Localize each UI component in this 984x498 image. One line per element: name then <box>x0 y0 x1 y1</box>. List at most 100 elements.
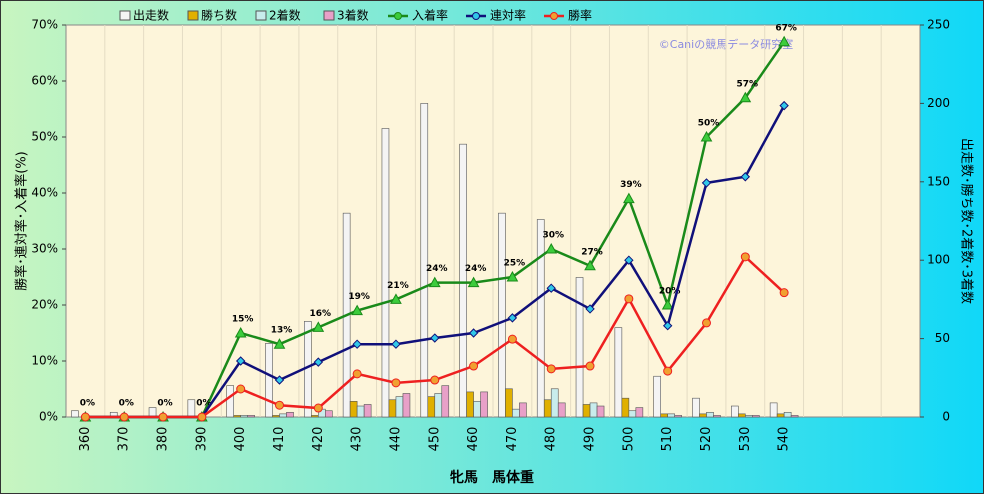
legend-marker <box>550 12 558 20</box>
x-tick-label: 510 <box>660 427 675 452</box>
x-tick-label: 400 <box>233 427 248 452</box>
bar <box>790 415 799 418</box>
marker <box>661 298 674 310</box>
y2-tick-label: 150 <box>927 174 950 188</box>
y-tick-label: 60% <box>31 74 58 88</box>
x-tick-label: 470 <box>505 427 520 452</box>
bar <box>434 393 443 418</box>
x-tick-label: 460 <box>466 427 481 452</box>
marker <box>662 321 673 331</box>
data-label: 19% <box>348 292 370 302</box>
data-label: 15% <box>232 315 254 325</box>
x-axis-title: 牝馬 馬体重 <box>450 469 534 486</box>
bar <box>395 396 404 418</box>
data-label: 50% <box>698 119 720 129</box>
bar <box>363 404 372 418</box>
marker <box>740 252 750 262</box>
bar <box>783 411 792 418</box>
legend-label: 入着率 <box>412 8 448 23</box>
marker <box>352 369 362 379</box>
marker <box>275 400 284 410</box>
bar <box>519 402 527 418</box>
data-label: 30% <box>542 231 564 241</box>
y-tick-label: 50% <box>31 130 58 144</box>
bar <box>505 388 513 418</box>
bar <box>536 219 545 418</box>
bar <box>388 399 397 418</box>
bar <box>699 413 707 418</box>
bar <box>272 415 280 418</box>
bar <box>543 399 552 418</box>
x-tick-label: 430 <box>350 427 365 452</box>
bar <box>674 415 682 418</box>
y2-tick-label: 50 <box>935 331 950 345</box>
x-tick-label: 360 <box>78 427 93 452</box>
marker <box>391 378 401 388</box>
marker <box>585 304 595 314</box>
bar <box>187 399 196 418</box>
marker <box>430 333 440 343</box>
marker <box>623 192 635 204</box>
legend-label: 3着数 <box>337 8 369 23</box>
y2-tick-label: 0 <box>942 410 950 424</box>
marker <box>468 328 479 338</box>
marker <box>352 339 362 349</box>
bar <box>692 397 700 418</box>
marker <box>158 412 168 422</box>
marker <box>119 412 129 422</box>
data-label: 0% <box>196 399 211 409</box>
marker <box>390 293 402 304</box>
marker <box>584 259 596 271</box>
legend-marker <box>394 12 402 20</box>
y2-axis-title: 出走数･勝ち数･2着数･3着数 <box>959 138 975 304</box>
bar <box>420 103 429 418</box>
marker <box>351 304 363 316</box>
marker <box>467 276 480 288</box>
bar <box>148 407 157 418</box>
bar <box>738 413 746 418</box>
x-tick-label: 540 <box>777 427 792 452</box>
bar <box>667 413 675 418</box>
marker <box>545 242 558 254</box>
bar <box>459 143 467 418</box>
marker <box>701 178 712 188</box>
data-label: 0% <box>157 399 172 409</box>
marker <box>430 375 440 385</box>
data-label: 0% <box>119 399 134 409</box>
x-tick-label: 520 <box>699 427 714 452</box>
x-tick-label: 500 <box>621 427 636 452</box>
marker <box>313 403 323 413</box>
x-tick-label: 420 <box>311 427 326 452</box>
marker <box>197 412 207 422</box>
marker <box>313 357 324 367</box>
marker <box>506 270 519 282</box>
y-tick-label: 40% <box>31 186 58 200</box>
y-tick-label: 0% <box>39 410 58 424</box>
marker <box>391 339 401 349</box>
x-tick-label: 450 <box>427 427 442 452</box>
x-tick-label: 370 <box>117 427 132 452</box>
bar <box>745 415 753 418</box>
marker <box>779 100 789 111</box>
bar <box>752 415 760 418</box>
legend-label: 出走数 <box>133 8 169 23</box>
bar <box>356 405 365 418</box>
bar <box>402 393 411 418</box>
bar <box>706 411 714 418</box>
legend-swatch <box>255 10 267 21</box>
bar <box>628 410 637 418</box>
bar <box>286 411 294 418</box>
legend-swatch <box>323 10 335 21</box>
legend-marker <box>472 12 480 20</box>
y-tick-label: 30% <box>31 242 58 256</box>
bar <box>596 405 605 418</box>
bar <box>480 391 488 418</box>
marker <box>507 334 517 344</box>
marker <box>274 375 285 385</box>
data-label: 39% <box>620 180 642 190</box>
y-tick-label: 70% <box>31 18 58 32</box>
marker <box>624 255 634 265</box>
bar <box>71 410 79 418</box>
data-label: 0% <box>80 399 95 409</box>
legend-label: 勝ち数 <box>201 8 237 23</box>
